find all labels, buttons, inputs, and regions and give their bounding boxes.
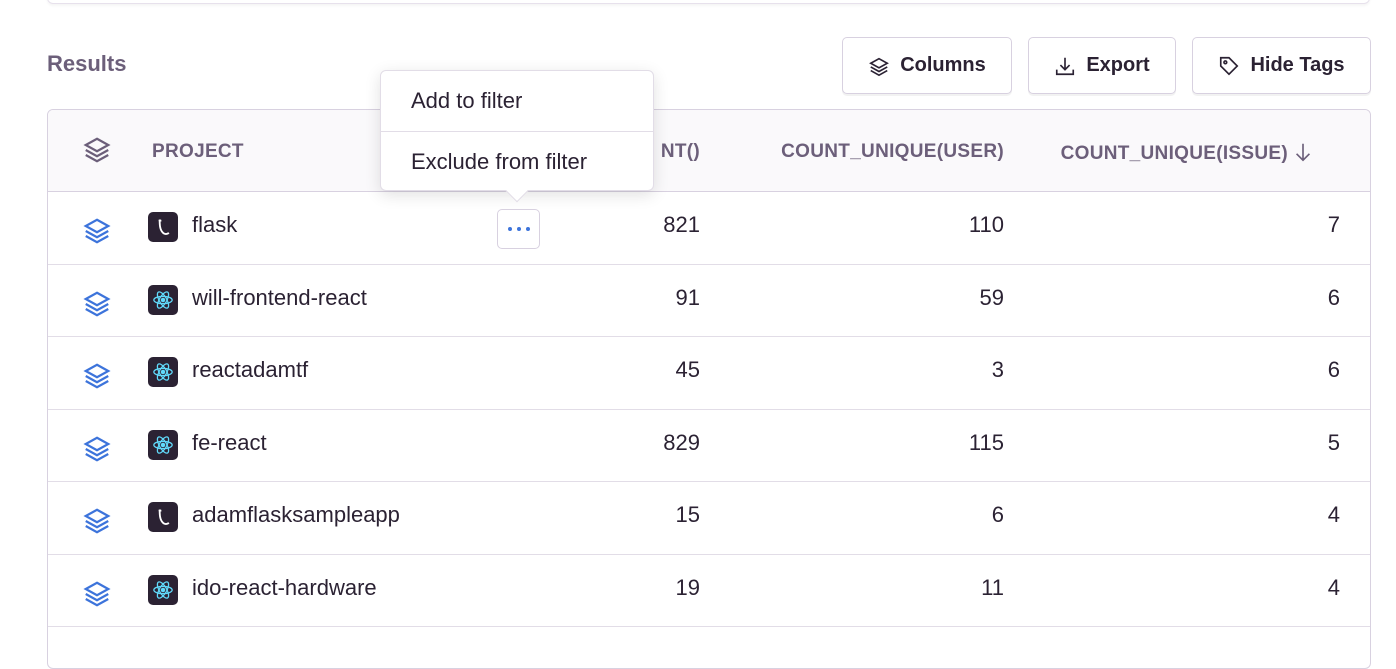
export-button[interactable]: Export <box>1028 37 1176 94</box>
layers-icon[interactable] <box>82 579 112 609</box>
react-icon <box>148 357 178 387</box>
column-header-count-unique-user[interactable]: COUNT_UNIQUE(USER) <box>781 141 1004 162</box>
table-row: ido-react-hardware 19 11 4 <box>48 555 1370 627</box>
project-name[interactable]: flask <box>192 212 238 237</box>
count-value: 45 <box>675 357 700 382</box>
layers-icon <box>869 57 890 76</box>
count-unique-issue-value: 5 <box>1327 429 1340 455</box>
count-unique-user-value: 115 <box>968 429 1004 455</box>
top-card-edge <box>47 0 1370 4</box>
arrow-down-icon <box>1295 143 1311 162</box>
column-header-project[interactable]: PROJECT <box>152 141 244 162</box>
count-value: 821 <box>663 212 700 237</box>
tag-icon <box>1220 56 1239 75</box>
layers-icon[interactable] <box>82 506 112 536</box>
project-name[interactable]: will-frontend-react <box>192 284 367 310</box>
project-name[interactable]: ido-react-hardware <box>192 574 377 600</box>
exclude-from-filter-item[interactable]: Exclude from filter <box>381 131 653 191</box>
count-value: 15 <box>675 502 700 527</box>
column-header-count[interactable]: NT() <box>660 141 700 162</box>
react-icon <box>148 574 178 605</box>
results-title: Results <box>47 51 127 76</box>
flask-icon <box>148 212 178 242</box>
count-unique-issue-value: 6 <box>1327 284 1340 310</box>
table-row: flask 821 110 7 <box>48 192 1370 265</box>
add-to-filter-item[interactable]: Add to filter <box>411 88 523 113</box>
count-unique-user-value: 59 <box>979 284 1004 310</box>
table-header: PROJECT NT() COUNT_UNIQUE(USER) COUNT_UN… <box>48 110 1370 192</box>
cell-action-menu: Add to filter Exclude from filter <box>380 70 654 203</box>
count-unique-user-value: 3 <box>991 357 1004 382</box>
react-icon <box>148 284 178 315</box>
column-header-count-unique-issue[interactable]: COUNT_UNIQUE(ISSUE) <box>1061 141 1314 165</box>
count-unique-user-value: 6 <box>991 502 1004 527</box>
layers-icon[interactable] <box>82 289 112 319</box>
count-unique-issue-value: 7 <box>1327 212 1340 237</box>
table-row: will-frontend-react 91 59 6 <box>48 265 1370 337</box>
ellipsis-icon <box>507 227 512 231</box>
count-unique-user-value: 11 <box>981 574 1004 600</box>
flask-icon <box>148 502 178 532</box>
count-value: 91 <box>675 284 700 310</box>
columns-button[interactable]: Columns <box>842 37 1012 94</box>
layers-icon[interactable] <box>82 361 112 391</box>
project-name[interactable]: fe-react <box>192 429 267 455</box>
download-icon <box>1056 57 1075 75</box>
count-unique-issue-value: 4 <box>1327 574 1340 600</box>
count-unique-issue-value: 6 <box>1327 357 1340 382</box>
count-value: 19 <box>675 574 700 600</box>
project-name[interactable]: reactadamtf <box>192 357 309 382</box>
table-row: reactadamtf 45 3 6 <box>48 337 1370 410</box>
results-table: PROJECT NT() COUNT_UNIQUE(USER) COUNT_UN… <box>47 109 1371 669</box>
count-unique-issue-value: 4 <box>1327 502 1340 527</box>
layers-icon[interactable] <box>82 434 112 464</box>
table-row: fe-react 829 115 5 <box>48 410 1370 482</box>
cell-actions-button[interactable] <box>497 209 540 249</box>
hide-tags-button[interactable]: Hide Tags <box>1192 37 1371 94</box>
layers-icon[interactable] <box>82 216 112 246</box>
count-unique-user-value: 110 <box>968 212 1004 237</box>
count-value: 829 <box>663 429 700 455</box>
layers-icon <box>83 137 111 163</box>
react-icon <box>148 429 178 460</box>
project-name[interactable]: adamflasksampleapp <box>192 502 400 527</box>
table-row: adamflasksampleapp 15 6 4 <box>48 482 1370 555</box>
